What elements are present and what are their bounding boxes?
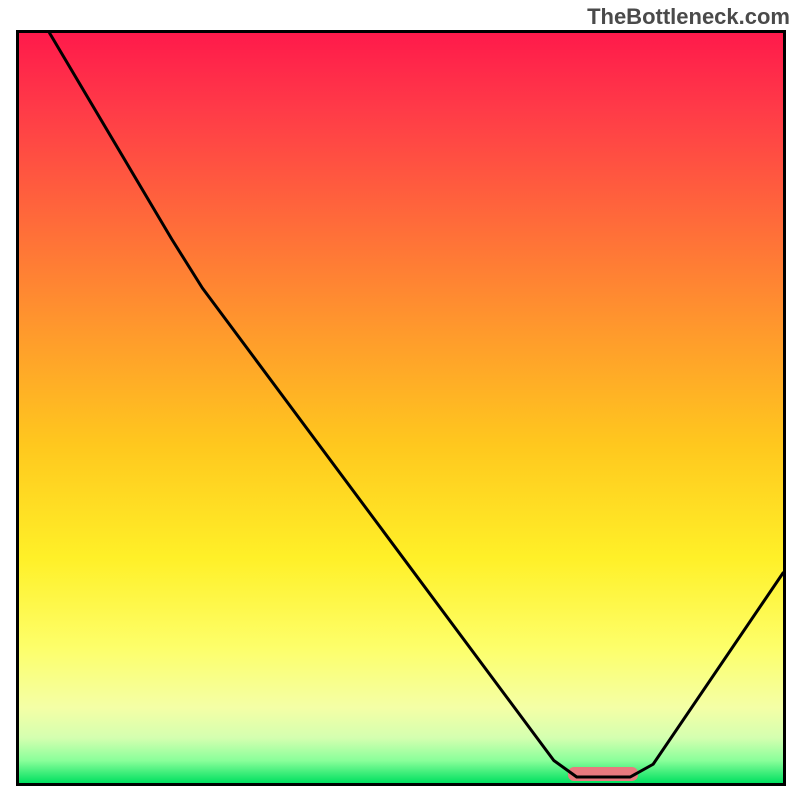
plot-background-gradient (19, 33, 783, 783)
bottleneck-marker (568, 767, 638, 781)
plot-frame (16, 30, 786, 786)
watermark: TheBottleneck.com (587, 4, 790, 30)
